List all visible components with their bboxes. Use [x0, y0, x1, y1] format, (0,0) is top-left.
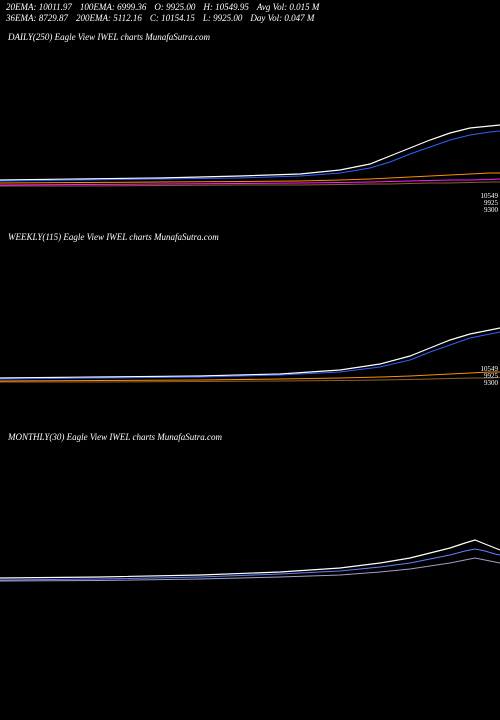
panel-title: DAILY(250) Eagle View IWEL charts Munafa…	[8, 32, 210, 42]
avgvol-stat: Avg Vol: 0.015 M	[257, 2, 320, 13]
panel-title: MONTHLY(30) Eagle View IWEL charts Munaf…	[8, 432, 222, 442]
ema20-stat: 20EMA: 10011.97	[6, 2, 72, 13]
series-line-0	[0, 125, 500, 180]
stats-row-2: 36EMA: 8729.87 200EMA: 5112.16 C: 10154.…	[6, 13, 494, 24]
series-line-1	[0, 332, 500, 379]
ema36-stat: 36EMA: 8729.87	[6, 13, 68, 24]
chart-panel-2: MONTHLY(30) Eagle View IWEL charts Munaf…	[0, 426, 500, 626]
dayvol-stat: Day Vol: 0.047 M	[250, 13, 314, 24]
stats-row-1: 20EMA: 10011.97 100EMA: 6999.36 O: 9925.…	[6, 2, 494, 13]
ema100-stat: 100EMA: 6999.36	[80, 2, 147, 13]
chart-panel-1: WEEKLY(115) Eagle View IWEL charts Munaf…	[0, 226, 500, 426]
series-line-0	[0, 540, 500, 578]
chart-svg	[0, 248, 500, 388]
low-stat: L: 9925.00	[203, 13, 243, 24]
panels-container: DAILY(250) Eagle View IWEL charts Munafa…	[0, 26, 500, 626]
y-axis-label: 9300	[481, 380, 499, 387]
series-line-1	[0, 131, 500, 181]
chart-svg	[0, 448, 500, 588]
series-line-0	[0, 328, 500, 378]
panel-title: WEEKLY(115) Eagle View IWEL charts Munaf…	[8, 232, 219, 242]
open-stat: O: 9925.00	[154, 2, 195, 13]
ema200-stat: 200EMA: 5112.16	[76, 13, 142, 24]
y-axis-label: 9300	[481, 207, 499, 214]
y-axis-labels: 1054999259300	[481, 193, 499, 213]
chart-svg	[0, 48, 500, 188]
series-line-2	[0, 372, 500, 381]
high-stat: H: 10549.95	[203, 2, 249, 13]
stats-header: 20EMA: 10011.97 100EMA: 6999.36 O: 9925.…	[0, 0, 500, 26]
y-axis-labels: 1054999259300	[481, 366, 499, 386]
close-stat: C: 10154.15	[150, 13, 195, 24]
chart-panel-0: DAILY(250) Eagle View IWEL charts Munafa…	[0, 26, 500, 226]
